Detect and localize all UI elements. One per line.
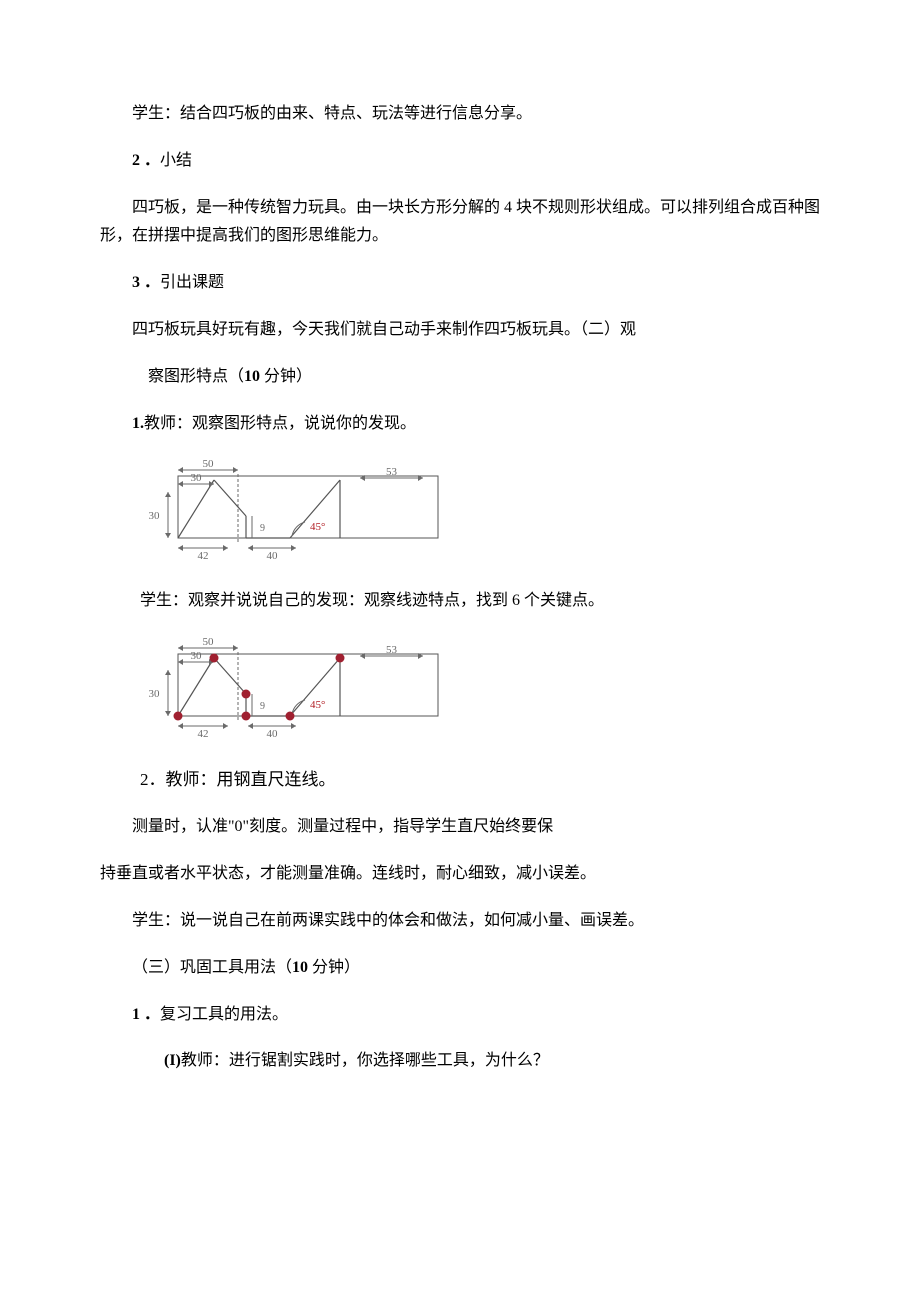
item-3-topic: 3 ．引出课题 xyxy=(100,269,820,298)
text: 教师：用钢直尺连线。 xyxy=(166,770,336,789)
student-share-text: 学生：结合四巧板的由来、特点、玩法等进行信息分享。 xyxy=(100,100,820,129)
text-a: （三）巩固工具用法（ xyxy=(132,959,292,976)
diagram-2-container: 503053304240945° xyxy=(140,634,820,755)
text: 复习工具的用法。 xyxy=(160,1006,288,1023)
diagram-1: 503053304240945° xyxy=(140,456,450,566)
section-2-heading: 察图形特点（10 分钟） xyxy=(100,363,820,392)
num: 2 ． xyxy=(132,152,160,169)
text: 学生：观察并说说自己的发现：观察线迹特点，找到 6 个关键点。 xyxy=(140,592,604,609)
measure-text-2: 持垂直或者水平状态，才能测量准确。连线时，耐心细致，减小误差。 xyxy=(100,860,820,889)
svg-text:42: 42 xyxy=(198,728,209,740)
num: 2． xyxy=(140,770,166,789)
text: 学生：说一说自己在前两课实践中的体会和做法，如何减小量、画误差。 xyxy=(132,912,644,929)
text-b: 10 xyxy=(292,959,312,976)
summary-paragraph: 四巧板，是一种传统智力玩具。由一块长方形分解的 4 块不规则形状组成。可以排列组… xyxy=(100,194,820,252)
item-2-summary: 2 ．小结 xyxy=(100,147,820,176)
svg-text:45°: 45° xyxy=(310,521,325,533)
svg-text:30: 30 xyxy=(149,688,161,700)
svg-text:53: 53 xyxy=(386,644,398,656)
text: 引出课题 xyxy=(160,274,224,291)
num: 3 ． xyxy=(132,274,160,291)
num: 1. xyxy=(132,415,144,432)
svg-text:30: 30 xyxy=(191,472,203,484)
text: 学生：结合四巧板的由来、特点、玩法等进行信息分享。 xyxy=(132,105,532,122)
diagram-2: 503053304240945° xyxy=(140,634,450,744)
topic-paragraph: 四巧板玩具好玩有趣，今天我们就自己动手来制作四巧板玩具。（二）观 xyxy=(100,316,820,345)
svg-text:42: 42 xyxy=(198,550,209,562)
section-3-heading: （三）巩固工具用法（10 分钟） xyxy=(100,954,820,983)
svg-text:9: 9 xyxy=(260,701,265,712)
svg-text:40: 40 xyxy=(267,728,279,740)
teacher-observe: 1.教师：观察图形特点，说说你的发现。 xyxy=(100,410,820,439)
text: 教师：进行锯割实践时，你选择哪些工具，为什么？ xyxy=(181,1052,549,1069)
svg-text:50: 50 xyxy=(203,636,215,648)
text-c: 分钟） xyxy=(312,959,360,976)
svg-text:9: 9 xyxy=(260,523,265,534)
svg-text:50: 50 xyxy=(203,458,215,470)
svg-text:30: 30 xyxy=(191,650,203,662)
text-bold: 10 xyxy=(244,368,264,385)
num: 1 ． xyxy=(132,1006,160,1023)
diagram-1-container: 503053304240945° xyxy=(140,456,820,577)
svg-text:45°: 45° xyxy=(310,699,325,711)
teacher-ruler: 2．教师：用钢直尺连线。 xyxy=(140,765,820,796)
item-1-review-tools: 1 ．复习工具的用法。 xyxy=(100,1001,820,1030)
teacher-saw-question: (I)教师：进行锯割实践时，你选择哪些工具，为什么？ xyxy=(100,1047,820,1076)
text-c: 分钟） xyxy=(264,368,312,385)
text: 四巧板玩具好玩有趣，今天我们就自己动手来制作四巧板玩具。（二）观 xyxy=(132,321,636,338)
text: 持垂直或者水平状态，才能测量准确。连线时，耐心细致，减小误差。 xyxy=(100,865,596,882)
num: (I) xyxy=(164,1052,181,1069)
student-observe: 学生：观察并说说自己的发现：观察线迹特点，找到 6 个关键点。 xyxy=(140,587,820,616)
text: 四巧板，是一种传统智力玩具。由一块长方形分解的 4 块不规则形状组成。可以排列组… xyxy=(100,199,820,245)
svg-text:30: 30 xyxy=(149,510,161,522)
svg-text:40: 40 xyxy=(267,550,279,562)
text: 小结 xyxy=(160,152,192,169)
text: 教师：观察图形特点，说说你的发现。 xyxy=(144,415,416,432)
student-experience: 学生：说一说自己在前两课实践中的体会和做法，如何减小量、画误差。 xyxy=(100,907,820,936)
text: 测量时，认准"0"刻度。测量过程中，指导学生直尺始终要保 xyxy=(132,818,553,835)
text-a: 察图形特点（ xyxy=(148,368,244,385)
measure-text-1: 测量时，认准"0"刻度。测量过程中，指导学生直尺始终要保 xyxy=(100,813,820,842)
svg-text:53: 53 xyxy=(386,466,398,478)
